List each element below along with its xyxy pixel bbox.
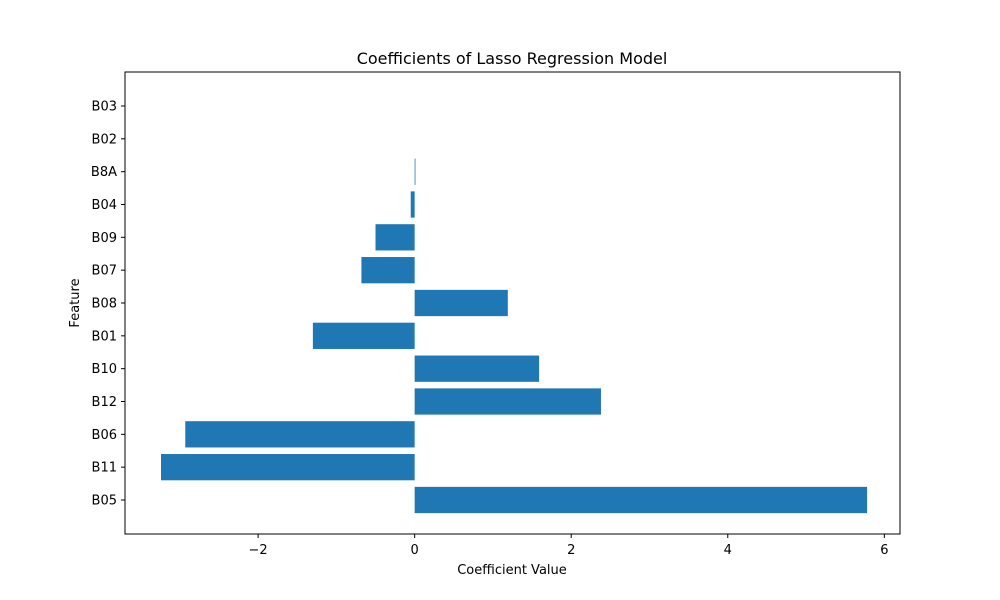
bars-group xyxy=(161,158,868,514)
bar-b8a xyxy=(414,158,416,185)
bar-b08 xyxy=(414,289,508,317)
y-tick-label-b04: B04 xyxy=(92,198,117,213)
x-tick-label-1: 0 xyxy=(411,543,419,558)
y-tick-label-b01: B01 xyxy=(92,329,117,344)
y-axis-label: Feature xyxy=(68,278,83,327)
x-tick-label-4: 6 xyxy=(880,543,888,558)
bar-b06 xyxy=(185,421,415,448)
bar-b09 xyxy=(375,224,415,251)
y-axis: B05 B11 B06 B12 B10 B01 B08 B07 B09 B04 B8A B02 B03 xyxy=(91,100,125,509)
chart-title: Coefficients of Lasso Regression Model xyxy=(357,49,668,68)
x-tick-label-2: 2 xyxy=(567,543,575,558)
y-tick-label-b07: B07 xyxy=(92,264,117,279)
y-tick-label-b8a: B8A xyxy=(91,165,117,180)
bar-b10 xyxy=(414,355,540,382)
y-tick-label-b12: B12 xyxy=(92,395,117,410)
bar-b07 xyxy=(361,257,415,284)
y-tick-label-b06: B06 xyxy=(92,428,117,443)
bar-b12 xyxy=(414,388,601,415)
y-tick-label-b02: B02 xyxy=(92,132,117,147)
x-tick-label-0: −2 xyxy=(248,543,267,558)
y-tick-label-b05: B05 xyxy=(92,494,117,509)
y-tick-label-b08: B08 xyxy=(92,297,117,312)
y-tick-label-b10: B10 xyxy=(92,362,117,377)
x-tick-label-3: 4 xyxy=(724,543,732,558)
bar-b11 xyxy=(161,454,415,481)
x-axis: −2 0 2 4 6 xyxy=(248,534,888,558)
bar-b05 xyxy=(414,486,868,514)
y-tick-label-b11: B11 xyxy=(92,461,117,476)
y-tick-label-b09: B09 xyxy=(92,231,117,246)
y-tick-label-b03: B03 xyxy=(92,100,117,115)
bar-b04 xyxy=(410,191,415,218)
bar-b01 xyxy=(312,322,415,349)
x-axis-label: Coefficient Value xyxy=(457,563,567,578)
